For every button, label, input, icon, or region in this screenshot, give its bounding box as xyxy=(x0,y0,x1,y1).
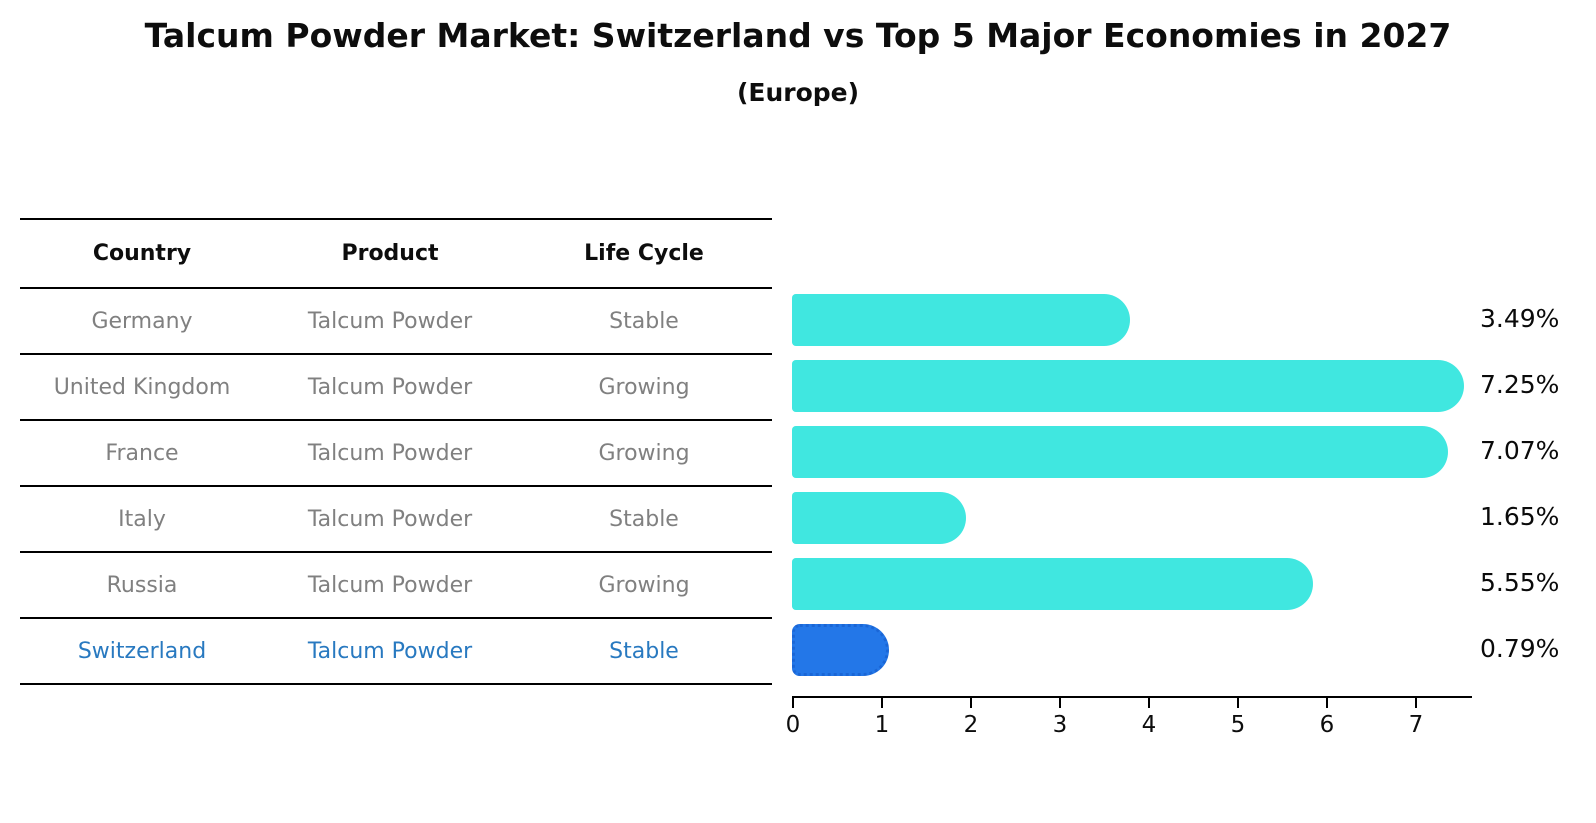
cell-country: Russia xyxy=(106,572,178,598)
x-axis-tick-5 xyxy=(1237,698,1239,708)
cell-life-cycle: Stable xyxy=(609,308,679,334)
cell-product: Talcum Powder xyxy=(307,638,473,664)
cell-product: Talcum Powder xyxy=(307,506,473,532)
col-header-country: Country xyxy=(92,241,192,266)
x-axis-tick-label-3: 3 xyxy=(1052,712,1068,738)
bar-switzerland xyxy=(792,624,890,676)
cell-product: Talcum Powder xyxy=(307,308,473,334)
bar-italy xyxy=(792,492,966,544)
x-axis-tick-7 xyxy=(1415,698,1417,708)
x-axis-tick-2 xyxy=(970,698,972,708)
col-header-product: Product xyxy=(341,241,439,266)
cell-country: United Kingdom xyxy=(53,374,231,400)
cell-country: Switzerland xyxy=(77,638,207,664)
col-header-lifecycle: Life Cycle xyxy=(584,241,704,266)
value-label-germany: 3.49% xyxy=(1480,304,1560,333)
cell-country: France xyxy=(105,440,179,466)
cell-life-cycle: Stable xyxy=(609,506,679,532)
x-axis-tick-label-0: 0 xyxy=(785,712,801,738)
x-axis-tick-label-6: 6 xyxy=(1319,712,1335,738)
x-axis-tick-label-4: 4 xyxy=(1141,712,1157,738)
x-axis-tick-label-7: 7 xyxy=(1408,712,1424,738)
value-label-switzerland: 0.79% xyxy=(1480,634,1560,663)
table-row-france: France Talcum Powder Growing xyxy=(20,420,772,486)
bar-germany xyxy=(792,294,1130,346)
x-axis-tick-label-1: 1 xyxy=(874,712,890,738)
cell-life-cycle: Growing xyxy=(598,440,690,466)
cell-life-cycle: Growing xyxy=(598,374,690,400)
x-axis-tick-0 xyxy=(792,698,794,708)
bar-united-kingdom xyxy=(792,360,1465,412)
cell-life-cycle: Growing xyxy=(598,572,690,598)
x-axis-tick-1 xyxy=(881,698,883,708)
cell-country: Germany xyxy=(91,308,193,334)
x-axis-tick-6 xyxy=(1326,698,1328,708)
bar-france xyxy=(792,426,1449,478)
table-row-germany: Germany Talcum Powder Stable xyxy=(20,288,772,354)
table-row-switzerland: Switzerland Talcum Powder Stable xyxy=(20,618,772,684)
chart-subtitle: (Europe) xyxy=(736,78,860,107)
cell-life-cycle: Stable xyxy=(609,638,679,664)
value-label-united-kingdom: 7.25% xyxy=(1480,370,1560,399)
table-header-row: Country Product Life Cycle xyxy=(20,219,772,288)
table-row-russia: Russia Talcum Powder Growing xyxy=(20,552,772,618)
value-label-russia: 5.55% xyxy=(1480,568,1560,597)
country-table: Country Product Life Cycle Germany Talcum… xyxy=(20,218,772,685)
x-axis-tick-4 xyxy=(1148,698,1150,708)
x-axis-tick-3 xyxy=(1059,698,1061,708)
cell-product: Talcum Powder xyxy=(307,572,473,598)
x-axis-tick-label-2: 2 xyxy=(963,712,979,738)
table-body: Germany Talcum Powder Stable United Kingdom… xyxy=(20,288,772,684)
cell-country: Italy xyxy=(118,506,166,532)
table-row-italy: Italy Talcum Powder Stable xyxy=(20,486,772,552)
bar-russia xyxy=(792,558,1313,610)
x-axis-tick-label-5: 5 xyxy=(1230,712,1246,738)
bar-chart: 3.49% 7.25% 7.07% 1.65% 5.55% 0.79% 0 1 2 3 4 5 6 7 xyxy=(786,218,1596,778)
value-label-italy: 1.65% xyxy=(1480,502,1560,531)
table-row-united-kingdom: United Kingdom Talcum Powder Growing xyxy=(20,354,772,420)
chart-title: Talcum Powder Market: Switzerland vs Top… xyxy=(144,16,1452,55)
cell-product: Talcum Powder xyxy=(307,440,473,466)
x-axis-line xyxy=(792,696,1472,698)
cell-product: Talcum Powder xyxy=(307,374,473,400)
value-label-france: 7.07% xyxy=(1480,436,1560,465)
